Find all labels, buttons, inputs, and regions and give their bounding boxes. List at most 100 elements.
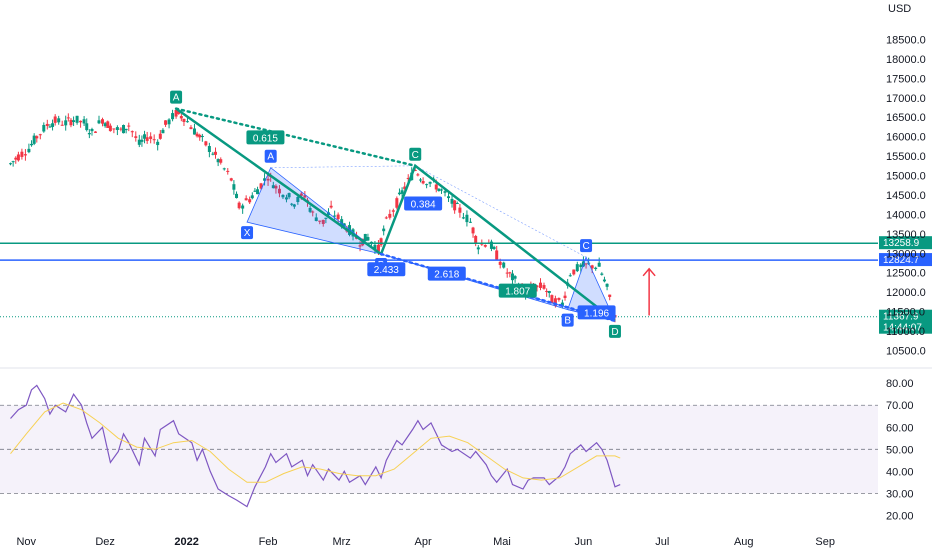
pattern-point-d[interactable]: D <box>611 327 618 338</box>
ratio-label-2618[interactable]: 2.618 <box>434 270 459 281</box>
candle-body <box>149 136 153 140</box>
candle-body <box>397 192 401 195</box>
pattern-triangle-xab[interactable] <box>246 167 382 255</box>
candle-body <box>550 295 554 304</box>
time-axis-label: Sep <box>815 536 835 548</box>
candle-body <box>216 159 220 163</box>
arrow-head <box>642 267 656 277</box>
candle-body <box>79 120 83 123</box>
candle-body <box>299 193 303 196</box>
candle-body <box>388 213 392 218</box>
price-line-label-bg <box>879 309 932 334</box>
candle-body <box>235 193 239 199</box>
candle-body <box>161 129 165 134</box>
candle-body <box>97 120 101 124</box>
candle-body <box>42 124 46 132</box>
price-line-label-bg <box>879 236 932 250</box>
candle-body <box>284 197 288 200</box>
candle-body <box>167 119 171 125</box>
candle-body <box>437 188 441 192</box>
candle-body <box>447 196 451 199</box>
time-axis-label: Mai <box>493 536 511 548</box>
candle-body <box>542 285 546 289</box>
candle-body <box>366 237 370 241</box>
candle-body <box>358 245 362 247</box>
candle-body <box>348 225 352 235</box>
candle-body <box>363 233 367 242</box>
candle-body <box>563 295 567 299</box>
rsi-line[interactable] <box>10 384 621 508</box>
ratio-label-0615[interactable]: 0.615 <box>253 133 278 144</box>
pattern-abcd-line[interactable] <box>175 107 616 322</box>
pattern-point-b2[interactable]: B <box>564 316 571 327</box>
candle-body <box>100 119 104 124</box>
candle-body <box>483 244 487 247</box>
time-axis[interactable]: Nov Dez 2022 Feb Mrz Apr Mai Jun Jul Aug Sep <box>16 536 834 548</box>
price-tick-label: 12000.0 <box>886 287 926 299</box>
candle-body <box>185 121 189 123</box>
candle-body <box>416 174 420 176</box>
candle-body <box>308 207 312 212</box>
candle-body <box>395 198 399 208</box>
candle-body <box>192 128 196 135</box>
candle-body <box>476 247 480 250</box>
price-tick-label: 15000.0 <box>886 171 926 183</box>
candle-body <box>608 294 612 297</box>
candle-body <box>90 129 94 132</box>
candle-body <box>594 267 598 270</box>
time-axis-label: Jul <box>655 536 669 548</box>
candle-body <box>274 185 278 189</box>
candle-body <box>510 273 514 281</box>
candle-body <box>87 132 91 135</box>
candle-body <box>547 291 551 294</box>
candle-body <box>382 228 386 232</box>
candle-body <box>277 188 281 194</box>
candle-body <box>75 115 79 123</box>
candle-body <box>263 178 267 181</box>
candle-body <box>461 217 465 219</box>
candle-body <box>38 134 42 136</box>
candle-body <box>489 241 493 249</box>
candle-body <box>465 214 469 223</box>
ratio-label-1196[interactable]: 1.196 <box>584 308 609 319</box>
candle-body <box>373 244 377 251</box>
candle-body <box>124 128 128 131</box>
pattern-point-x-bg <box>241 226 254 240</box>
rsi-pane: 20.00 30.00 40.00 50.00 60.00 70.00 80.00 <box>0 378 914 522</box>
candle-body <box>318 220 322 222</box>
ratio-label-2433[interactable]: 2.433 <box>374 265 399 276</box>
candle-body <box>20 151 24 157</box>
pattern-point-c2[interactable]: C <box>582 241 589 252</box>
candle-body <box>539 282 543 288</box>
candle-body <box>329 205 333 208</box>
candles-group <box>9 108 617 323</box>
candle-body <box>179 116 183 119</box>
pattern-point-x[interactable]: X <box>244 228 251 239</box>
rsi-ma-line[interactable] <box>10 402 621 483</box>
candle-body <box>69 119 73 126</box>
candle-body <box>53 116 57 123</box>
candle-body <box>266 178 270 181</box>
ratio-label-0384[interactable]: 0.384 <box>411 199 436 210</box>
ratio-label-0615-bg <box>246 130 285 145</box>
ratio-label-1807[interactable]: 1.807 <box>505 287 530 298</box>
candle-body <box>602 279 606 282</box>
candle-body <box>495 250 499 260</box>
price-tick-label: 17000.0 <box>886 93 926 105</box>
candle-body <box>122 125 126 134</box>
price-tick-label: 11500.0 <box>886 307 925 319</box>
candle-body <box>600 273 604 275</box>
pattern-point-a-small[interactable]: A <box>267 152 274 163</box>
pattern-point-a[interactable]: A <box>173 93 180 104</box>
candle-body <box>471 227 475 234</box>
candle-body <box>32 135 36 144</box>
candle-body <box>340 219 344 226</box>
candle-body <box>474 235 478 243</box>
candle-body <box>303 195 307 198</box>
time-axis-label: Apr <box>415 536 432 548</box>
rsi-tick-label: 60.00 <box>886 422 914 434</box>
pattern-point-c[interactable]: C <box>412 150 419 161</box>
candle-body <box>156 141 160 146</box>
price-axis[interactable]: USD 10500.0 11000.0 11500.0 12000.0 12500.0 1… <box>886 3 926 357</box>
candle-body <box>403 186 407 190</box>
